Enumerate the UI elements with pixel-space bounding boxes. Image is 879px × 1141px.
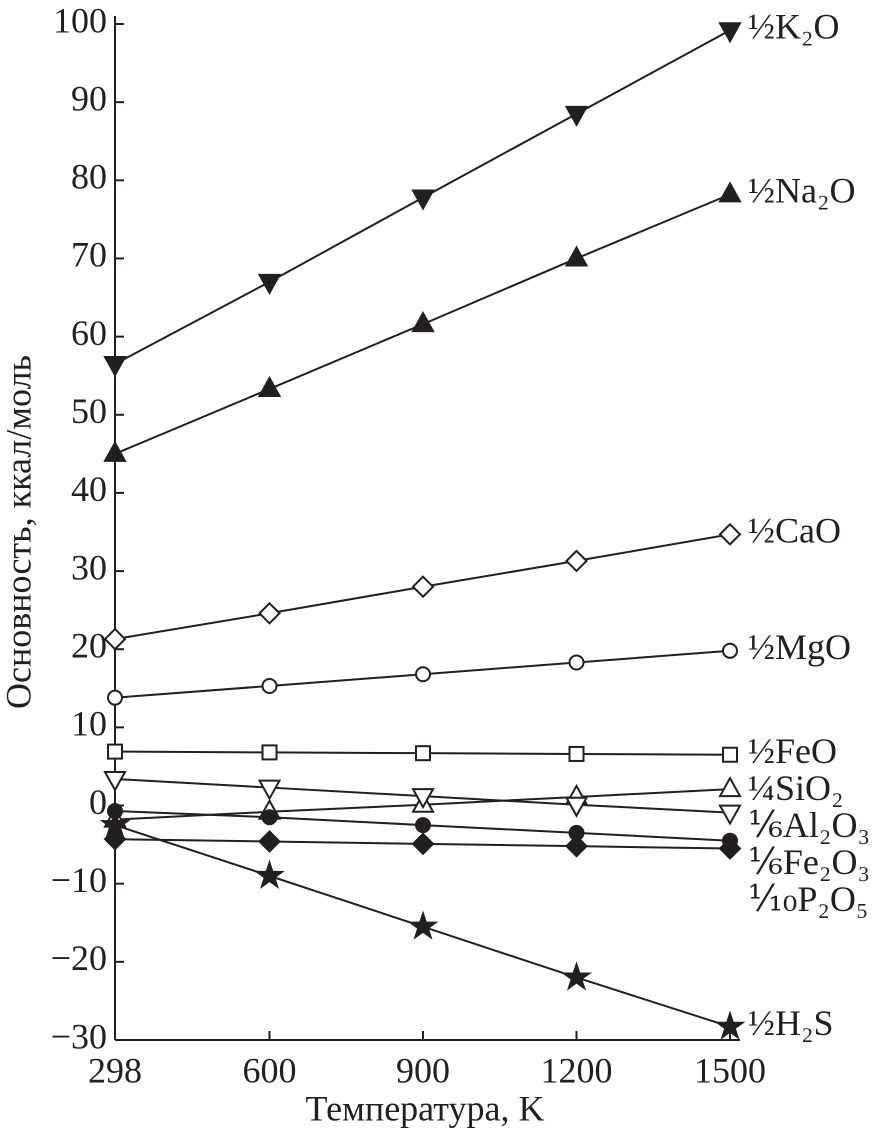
marker [103,770,127,793]
marker [411,189,435,211]
y-tick-label: 20 [71,625,107,665]
marker [565,549,588,573]
marker [103,440,127,462]
legend-label: ½Na₂O [748,171,856,211]
legend-label: ½CaO [748,511,841,551]
marker [254,859,285,889]
marker [415,817,432,834]
marker [258,830,281,853]
marker [718,804,742,826]
marker [107,689,123,706]
marker [714,1010,746,1040]
marker [415,745,432,762]
y-tick-label: −20 [51,938,107,978]
x-axis-label: Температура, K [306,1088,545,1128]
marker [257,273,282,295]
legend-label: ⅙Fe₂O₃ [748,842,870,882]
y-tick-label: 10 [71,704,107,744]
y-tick-label: 80 [71,157,107,197]
marker [261,677,278,694]
marker [257,779,282,801]
marker [99,808,131,839]
y-tick-label: 60 [71,313,107,353]
y-axis-label: Основность, ккал/моль [0,355,38,709]
marker [411,788,435,810]
marker [564,245,589,267]
marker [258,601,281,625]
legend-label: ⅒P₂O₅ [748,879,868,919]
marker [564,796,589,818]
marker [718,837,742,860]
legend-label: ½H₂S [748,1003,834,1043]
marker [718,776,742,798]
marker [411,311,435,333]
y-tick-label: 100 [53,0,107,40]
y-tick-label: 40 [71,469,107,509]
x-tick-label: 298 [88,1050,142,1090]
y-tick-label: −30 [51,1016,107,1056]
marker [261,744,278,761]
y-tick-label: 30 [71,547,107,587]
x-tick-label: 900 [396,1050,450,1090]
x-tick-label: 600 [243,1050,297,1090]
marker [103,355,127,378]
marker [568,654,585,671]
legend-label: ½K₂O [748,7,840,47]
marker [103,627,127,651]
marker [107,743,123,760]
x-tick-label: 1200 [541,1050,613,1090]
marker [718,181,742,203]
marker [411,575,435,599]
y-tick-label: −10 [51,860,107,900]
marker [565,834,588,858]
y-tick-label: 50 [71,391,107,431]
marker [722,746,738,763]
legend-label: ¼SiO₂ [748,768,844,808]
marker [718,522,742,546]
marker [568,745,585,762]
y-tick-label: 70 [71,235,107,275]
y-tick-label: 0 [89,782,107,822]
marker [407,910,439,940]
marker [561,961,592,991]
marker [411,832,435,856]
marker [564,105,589,127]
marker [722,642,738,659]
marker [257,375,282,397]
marker [415,666,432,683]
legend-label: ⅙Al₂O₃ [748,805,870,845]
legend-label: ½FeO [748,731,837,771]
x-tick-label: 1500 [694,1050,766,1090]
y-tick-label: 90 [71,78,107,118]
marker [261,809,278,826]
legend-label: ½MgO [748,627,851,667]
marker [718,22,742,44]
